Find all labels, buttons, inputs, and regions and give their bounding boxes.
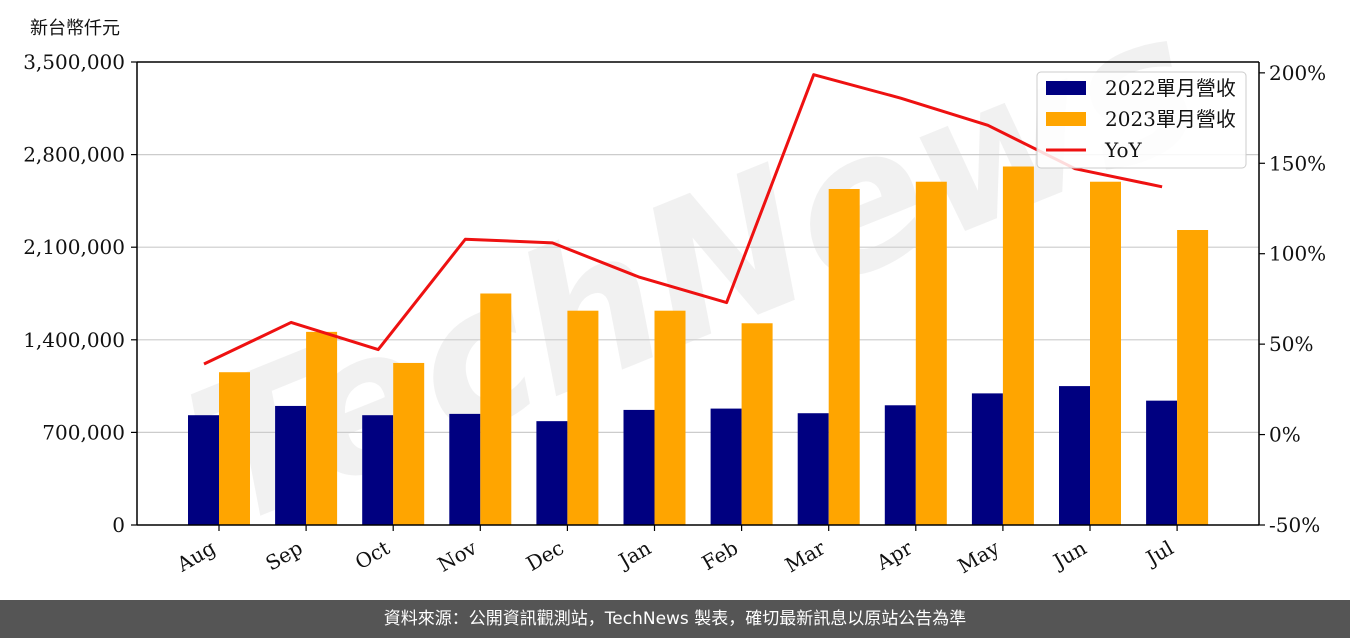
- x-tick-label: Jun: [1048, 535, 1091, 574]
- bar-2023單月營收-May: [1002, 166, 1034, 525]
- y-left-tick-label: 700,000: [42, 420, 125, 444]
- bar-2022單月營收-Jun: [1059, 386, 1090, 525]
- bar-2023單月營收-Dec: [567, 310, 599, 525]
- x-tick-label: May: [954, 535, 1004, 578]
- bar-2023單月營收-Apr: [915, 181, 947, 525]
- bar-2023單月營收-Feb: [741, 323, 773, 525]
- x-tick-label: Dec: [522, 536, 568, 576]
- bar-2022單月營收-Mar: [797, 413, 829, 525]
- y-right-tick-label: 150%: [1269, 151, 1326, 175]
- bar-2023單月營收-Sep: [306, 331, 338, 525]
- bar-2023單月營收-Jun: [1090, 181, 1121, 525]
- bar-2022單月營收-Apr: [884, 405, 916, 525]
- x-tick-label: Aug: [172, 535, 220, 576]
- y-right-tick-label: 200%: [1269, 61, 1326, 85]
- legend-swatch-2023單月營收: [1046, 112, 1086, 126]
- bar-2023單月營收-Jul: [1177, 230, 1209, 525]
- bar-2023單月營收-Mar: [828, 188, 860, 525]
- y-left-tick-label: 0: [112, 513, 125, 537]
- bar-2022單月營收-Feb: [710, 408, 742, 525]
- x-tick-label: Mar: [781, 535, 830, 577]
- x-tick-label: Jan: [613, 535, 655, 573]
- bar-2022單月營收-Dec: [536, 421, 568, 525]
- legend-label-YoY: YoY: [1104, 138, 1143, 162]
- y-right-tick-label: -50%: [1269, 513, 1320, 537]
- bar-2023單月營收-Nov: [480, 293, 512, 525]
- y-axis-unit-label: 新台幣仟元: [30, 18, 120, 39]
- y-right-tick-label: 50%: [1269, 332, 1313, 356]
- bar-2022單月營收-Jan: [623, 409, 655, 525]
- bar-2022單月營收-Sep: [275, 405, 307, 525]
- x-tick-label: Nov: [433, 535, 481, 577]
- legend-box: [1036, 71, 1247, 169]
- legend-label-2022單月營收: 2022單月營收: [1105, 76, 1236, 100]
- yoy-line: [203, 73, 1163, 366]
- legend-swatch-2022單月營收: [1046, 81, 1086, 95]
- source-text: 資料來源：公開資訊觀測站，TechNews 製表，確切最新訊息以原站公告為準: [383, 609, 967, 629]
- bar-2022單月營收-Nov: [449, 413, 481, 525]
- y-left-tick-label: 3,500,000: [23, 50, 125, 74]
- bar-2023單月營收-Aug: [219, 372, 250, 525]
- y-left-tick-label: 2,800,000: [23, 143, 125, 167]
- x-tick-label: Apr: [872, 535, 917, 575]
- revenue-chart: TechNews0700,0001,400,0002,100,0002,800,…: [23, 0, 1326, 578]
- bar-2022單月營收-Aug: [188, 415, 219, 525]
- bar-2022單月營收-Oct: [362, 415, 394, 525]
- x-tick-label: Oct: [351, 536, 394, 575]
- y-right-tick-label: 100%: [1269, 242, 1326, 266]
- y-left-tick-label: 2,100,000: [23, 235, 125, 259]
- source-footer: 資料來源：公開資訊觀測站，TechNews 製表，確切最新訊息以原站公告為準: [0, 600, 1350, 638]
- y-right-tick-label: 0%: [1269, 423, 1301, 447]
- bar-2023單月營收-Oct: [393, 362, 425, 525]
- bar-2023單月營收-Jan: [654, 310, 686, 525]
- y-left-tick-label: 1,400,000: [23, 328, 125, 352]
- x-tick-label: Jul: [1140, 536, 1177, 571]
- bar-2022單月營收-May: [971, 393, 1003, 525]
- x-tick-label: Feb: [698, 536, 742, 575]
- legend-label-2023單月營收: 2023單月營收: [1105, 107, 1236, 131]
- bar-2022單月營收-Jul: [1146, 400, 1178, 525]
